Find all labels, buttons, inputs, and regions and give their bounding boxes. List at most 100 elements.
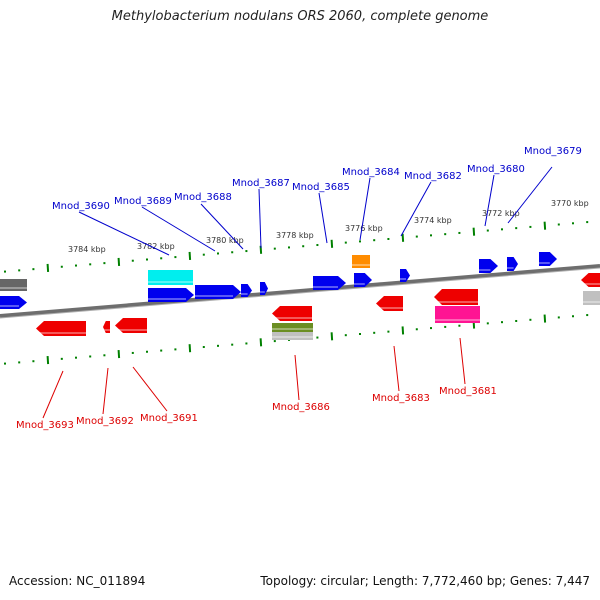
gene-label-mnod-3688[interactable]: Mnod_3688 xyxy=(174,192,232,203)
scale-label: 3776 kbp xyxy=(345,224,383,233)
gene-label-mnod-3693[interactable]: Mnod_3693 xyxy=(16,420,74,431)
gene-label-mnod-3681[interactable]: Mnod_3681 xyxy=(439,386,497,397)
outer-minor-tick xyxy=(89,263,92,266)
gene-mnod-3680[interactable] xyxy=(479,259,498,273)
gene-label-mnod-3691[interactable]: Mnod_3691 xyxy=(140,413,198,424)
genome-title: Methylobacterium nodulans ORS 2060, comp… xyxy=(111,9,489,24)
label-leader-line xyxy=(42,370,64,419)
accession-text: Accession: NC_011894 xyxy=(9,574,146,588)
gray-feature[interactable] xyxy=(0,279,27,291)
outer-tick-track xyxy=(4,221,589,273)
outer-minor-tick xyxy=(557,223,560,226)
gene-label-mnod-3689[interactable]: Mnod_3689 xyxy=(114,196,172,207)
gray-feature[interactable] xyxy=(583,291,600,305)
label-leader-line xyxy=(258,188,262,249)
inner-minor-tick xyxy=(444,325,447,328)
outer-major-tick xyxy=(472,227,476,236)
inner-minor-tick xyxy=(486,322,489,325)
outer-minor-tick xyxy=(586,221,589,224)
gene-reverse[interactable] xyxy=(581,273,600,287)
gene-mnod-3686[interactable] xyxy=(272,306,312,321)
outer-minor-tick xyxy=(288,246,290,249)
outer-major-tick xyxy=(117,257,121,266)
gene-mnod-3683[interactable] xyxy=(376,296,403,311)
outer-major-tick xyxy=(46,263,50,273)
gene-mnod-3687[interactable] xyxy=(260,282,268,295)
outer-minor-tick xyxy=(458,231,461,234)
gene-label-mnod-3683[interactable]: Mnod_3683 xyxy=(372,393,430,404)
outer-minor-tick xyxy=(501,228,503,231)
inner-minor-tick xyxy=(32,360,35,363)
outer-minor-tick xyxy=(302,245,305,248)
outer-minor-tick xyxy=(387,237,390,240)
inner-minor-tick xyxy=(245,342,248,345)
gene-label-mnod-3680[interactable]: Mnod_3680 xyxy=(467,164,525,175)
gene-mnod-3682[interactable] xyxy=(400,269,410,282)
gene-mnod-3679[interactable] xyxy=(507,257,518,271)
gene-label-mnod-3682[interactable]: Mnod_3682 xyxy=(404,171,462,182)
rna-feature[interactable] xyxy=(148,270,193,285)
gene-label-mnod-3690[interactable]: Mnod_3690 xyxy=(52,201,110,212)
gene-mnod-3681[interactable] xyxy=(434,289,478,305)
outer-minor-tick xyxy=(529,225,532,228)
gene-mnod-3693[interactable] xyxy=(36,321,86,336)
label-leader-line xyxy=(507,166,553,224)
outer-minor-tick xyxy=(373,239,376,242)
gene-forward[interactable] xyxy=(539,252,557,266)
inner-minor-tick xyxy=(458,324,461,327)
inner-minor-tick xyxy=(75,356,77,359)
inner-minor-tick xyxy=(131,351,134,354)
inner-minor-tick xyxy=(415,328,418,331)
genome-summary: Topology: circular; Length: 7,772,460 bp… xyxy=(260,574,590,588)
gene-label-mnod-3686[interactable]: Mnod_3686 xyxy=(272,402,330,413)
scale-label: 3780 kbp xyxy=(206,236,244,245)
inner-minor-tick xyxy=(557,316,560,319)
gene-label-mnod-3687[interactable]: Mnod_3687 xyxy=(232,178,290,189)
outer-minor-tick xyxy=(146,258,148,261)
outer-minor-tick xyxy=(515,227,518,230)
inner-minor-tick xyxy=(231,343,234,346)
gene-mnod-3692[interactable] xyxy=(103,321,110,333)
inner-minor-tick xyxy=(572,315,574,318)
gene-label-mnod-3692[interactable]: Mnod_3692 xyxy=(76,416,134,427)
label-leader-line xyxy=(200,203,244,250)
gene-mnod-3689[interactable] xyxy=(195,285,241,299)
outer-minor-tick xyxy=(486,229,489,232)
gene-mnod-3684-cds[interactable] xyxy=(354,273,372,287)
gene-label-mnod-3685[interactable]: Mnod_3685 xyxy=(292,182,350,193)
inner-minor-tick xyxy=(586,314,589,317)
label-leader-line xyxy=(484,174,495,227)
label-leader-line xyxy=(318,192,328,244)
inner-minor-tick xyxy=(18,361,21,364)
outer-minor-tick xyxy=(231,251,234,254)
gene-mnod-3684[interactable] xyxy=(352,255,370,268)
gray-feature[interactable] xyxy=(272,332,313,340)
outer-minor-tick xyxy=(273,247,276,250)
inner-minor-tick xyxy=(273,340,276,343)
inner-minor-tick xyxy=(60,357,63,360)
inner-minor-tick xyxy=(4,362,6,365)
gene-mnod-3690[interactable] xyxy=(148,288,194,302)
label-leader-line xyxy=(294,354,300,401)
scale-label: 3778 kbp xyxy=(276,231,314,240)
inner-tick-track xyxy=(4,314,589,365)
outer-minor-tick xyxy=(174,256,177,259)
outer-major-tick xyxy=(401,233,405,242)
gene-mnod-3691[interactable] xyxy=(115,318,147,333)
inner-minor-tick xyxy=(529,318,532,321)
inner-minor-tick xyxy=(501,321,503,324)
outer-minor-tick xyxy=(202,253,205,256)
gene-forward[interactable] xyxy=(0,296,27,309)
gene-mnod-3685[interactable] xyxy=(313,276,346,290)
label-leader-line xyxy=(78,211,170,256)
gene-mnod-3681-feature[interactable] xyxy=(435,306,480,323)
inner-minor-tick xyxy=(387,330,390,333)
gene-label-mnod-3684[interactable]: Mnod_3684 xyxy=(342,167,400,178)
gene-label-mnod-3679[interactable]: Mnod_3679 xyxy=(524,146,582,157)
label-leader-line xyxy=(359,177,371,241)
outer-minor-tick xyxy=(217,252,219,255)
gene-mnod-3686-feature[interactable] xyxy=(272,323,313,332)
inner-minor-tick xyxy=(89,355,92,358)
gene-mnod-3688[interactable] xyxy=(241,284,252,297)
